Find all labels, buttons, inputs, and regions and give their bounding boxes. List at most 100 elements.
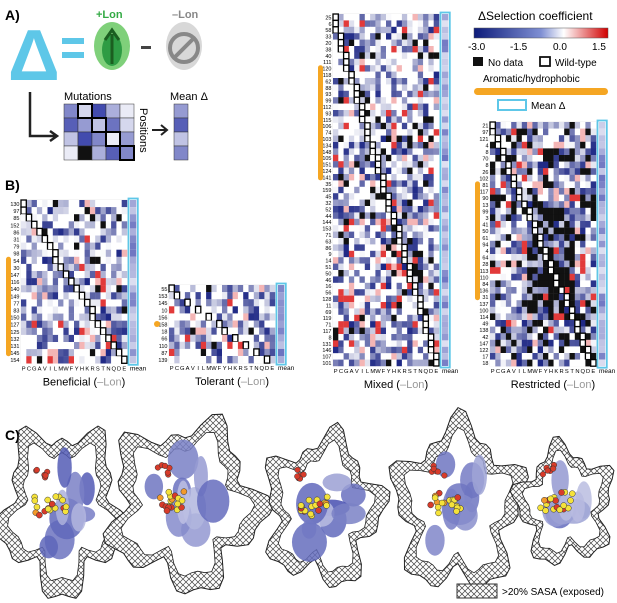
heatmap-cell: [548, 221, 554, 228]
heatmap-cell: [386, 14, 392, 21]
heatmap-cell: [243, 348, 249, 357]
heatmap-cell: [495, 155, 501, 162]
heatmap-cell: [227, 334, 233, 342]
heatmap-cell: [227, 327, 233, 335]
heatmap-cell: [585, 287, 591, 294]
heatmap-cell: [574, 339, 581, 347]
heatmap-cell: [116, 263, 122, 272]
heatmap-cell: [580, 267, 586, 274]
heatmap-cell: [585, 181, 591, 189]
row-label: 147: [10, 273, 19, 279]
heatmap-cell: [527, 247, 533, 255]
heatmap-cell: [105, 292, 112, 300]
row-label: 120: [322, 67, 331, 73]
row-label: 70: [482, 157, 488, 163]
mean-cell: [442, 154, 449, 162]
heatmap-cell: [505, 287, 512, 294]
heatmap-cell: [359, 46, 365, 53]
heatmap-cell: [391, 186, 397, 194]
protein-surface: [0, 425, 133, 599]
heatmap-cell: [36, 292, 43, 300]
heatmap-cell: [348, 218, 355, 226]
heatmap-cell: [84, 349, 91, 357]
heatmap-cell: [543, 359, 549, 367]
heatmap-cell: [269, 334, 276, 342]
heatmap-cell: [553, 346, 560, 354]
wildtype-cell: [526, 213, 534, 222]
heatmap-cell: [74, 306, 80, 314]
aa-tick-label: A: [350, 369, 354, 375]
heatmap-cell: [433, 135, 440, 143]
heatmap-cell: [74, 327, 80, 336]
heatmap-cell: [26, 263, 32, 272]
heatmap-cell: [386, 58, 392, 66]
heatmap-cell: [532, 273, 538, 281]
heatmap-cell: [396, 186, 403, 194]
heatmap-cell: [338, 321, 344, 328]
heatmap-cell: [58, 228, 64, 236]
heatmap-cell: [558, 201, 565, 208]
heatmap-cell: [333, 199, 339, 207]
heatmap-cell: [521, 155, 528, 162]
heatmap-cell: [348, 65, 355, 72]
heatmap-cell: [553, 148, 560, 156]
mini-heatmap-cell: [91, 145, 107, 161]
heatmap-cell: [391, 250, 397, 258]
heatmap-cell: [574, 227, 581, 235]
heatmap-cell: [370, 346, 376, 354]
mean-cell: [442, 52, 449, 59]
aa-tick-label: Y: [544, 369, 548, 375]
heatmap-cell: [580, 181, 586, 189]
row-label: 8: [485, 163, 488, 169]
heatmap-cell: [423, 110, 429, 117]
heatmap-cell: [36, 299, 43, 307]
row-label: 31: [13, 238, 19, 244]
row-label: 4: [485, 249, 488, 255]
panel-a-label: A): [5, 7, 20, 23]
heatmap-cell: [521, 306, 528, 314]
heatmap-cell: [222, 320, 228, 328]
heatmap-cell: [100, 356, 106, 364]
heatmap-cell: [380, 334, 387, 341]
heatmap-cell: [558, 339, 565, 347]
heatmap-cell: [495, 181, 501, 189]
wildtype-cell: [574, 319, 581, 328]
heatmap-cell: [423, 180, 429, 187]
heatmap-cell: [537, 339, 544, 347]
heatmap-cell: [359, 250, 365, 258]
heatmap-cell: [338, 71, 344, 79]
heatmap-cell: [31, 271, 38, 279]
heatmap-cell: [407, 174, 413, 181]
mini-mean-cell: [173, 103, 189, 119]
heatmap-cell: [21, 313, 27, 321]
heatmap-cell: [200, 313, 207, 321]
heatmap-cell: [121, 207, 128, 215]
heatmap-cell: [343, 154, 350, 162]
heatmap-cell: [401, 78, 408, 85]
heatmap-cell: [42, 221, 48, 229]
row-label: 4: [485, 143, 488, 149]
heatmap-cell: [200, 292, 207, 300]
aa-tick-label: M: [370, 369, 375, 375]
ligand-atom: [537, 504, 544, 512]
heatmap-cell: [232, 299, 239, 307]
wildtype-cell: [499, 147, 507, 156]
heatmap-cell: [505, 214, 512, 222]
heatmap-cell: [500, 141, 507, 149]
heatmap-cell: [500, 339, 507, 347]
heatmap-cell: [585, 155, 591, 162]
heatmap-cell: [553, 234, 560, 241]
heatmap-cell: [527, 141, 533, 149]
heatmap-cell: [21, 356, 27, 364]
heatmap-cell: [343, 78, 350, 85]
heatmap-cell: [433, 154, 440, 162]
heatmap-cell: [179, 320, 186, 328]
heatmap-cell: [359, 39, 365, 47]
heatmap-cell: [490, 273, 496, 281]
heatmap-cell: [333, 346, 339, 354]
heatmap-cell: [343, 97, 350, 104]
heatmap-cell: [580, 161, 586, 169]
heatmap-cell: [537, 174, 544, 182]
row-label: 45: [325, 195, 331, 201]
heatmap-cell: [407, 212, 413, 219]
